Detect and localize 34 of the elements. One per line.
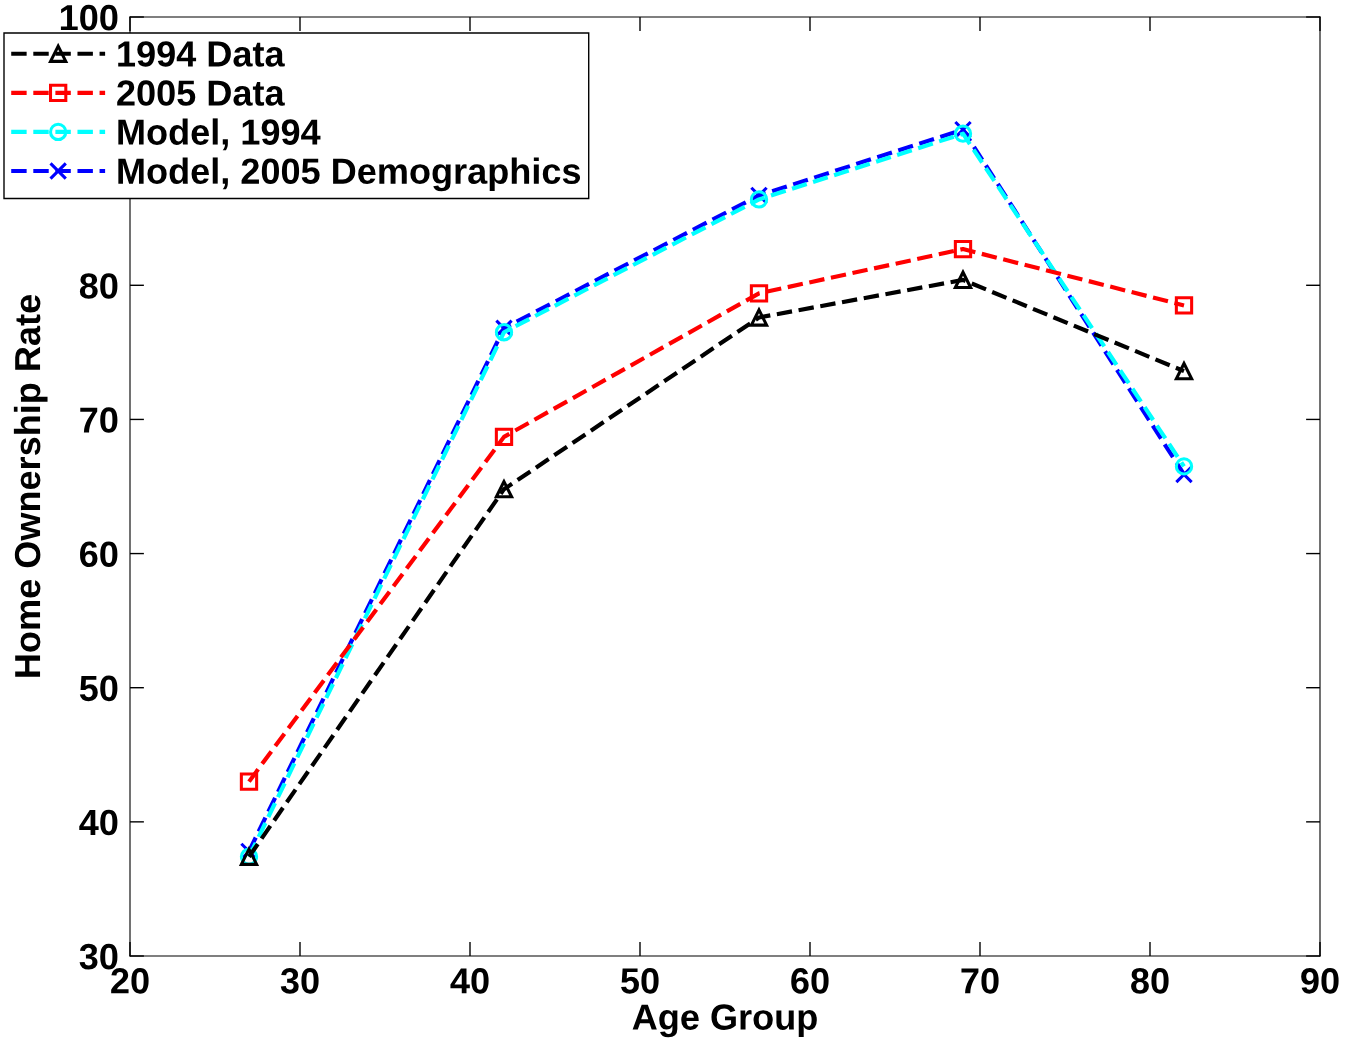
y-tick-label: 40 <box>79 809 118 836</box>
legend-label: Model, 1994 <box>118 118 321 151</box>
y-tick-label: 70 <box>80 407 118 433</box>
point <box>1174 361 1194 381</box>
y-tick-label: 80 <box>79 273 118 299</box>
point <box>239 772 259 791</box>
x-tick-label: 90 <box>1301 968 1339 994</box>
x-tick-label: 60 <box>791 968 829 994</box>
x-axis-title: Age Group <box>632 1004 817 1038</box>
x-tick-label: 20 <box>111 968 149 994</box>
y-tick-label: 100 <box>60 4 118 31</box>
point <box>494 427 514 447</box>
point <box>953 124 973 143</box>
legend-label: Model, 2005 Demographics <box>118 157 581 192</box>
point <box>494 480 514 499</box>
y-tick-label: 60 <box>80 541 118 568</box>
x-tick-label: 40 <box>450 968 489 994</box>
x-tick-label: 80 <box>1131 968 1169 994</box>
x-tick-label: 30 <box>280 968 319 994</box>
legend-label: 2005 Data <box>117 80 285 106</box>
y-axis-title: Home Ownership Rate <box>13 295 48 677</box>
point <box>953 239 973 259</box>
y-tick-label: 50 <box>79 675 118 702</box>
point <box>953 270 973 290</box>
legend-label: 1994 Data <box>118 41 285 67</box>
x-tick-label: 70 <box>961 968 999 994</box>
point <box>1174 296 1194 315</box>
point <box>749 284 769 303</box>
point <box>494 323 514 342</box>
y-tick-label: 30 <box>79 943 118 970</box>
x-tick-label: 50 <box>621 968 659 994</box>
point <box>749 308 769 327</box>
point <box>1174 457 1194 476</box>
point <box>749 190 769 209</box>
